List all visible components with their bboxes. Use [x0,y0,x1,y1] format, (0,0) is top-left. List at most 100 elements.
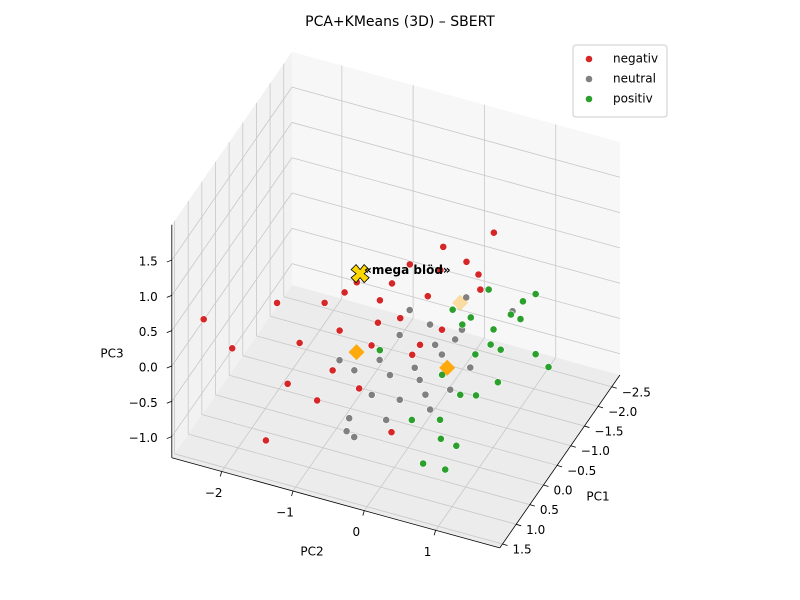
legend: negativ neutral positiv [572,44,668,118]
axis-edges [171,224,621,549]
centroid [452,294,469,311]
data-point [421,390,430,399]
x-tick-label: −2.0 [608,405,637,419]
data-point [446,385,455,394]
chart-title: PCA+KMeans (3D) – SBERT [305,14,495,30]
data-point [367,341,376,350]
x-tick-label: −2.5 [622,385,651,399]
data-point [506,310,515,319]
data-marks: «mega blöd» [199,228,553,474]
y-axis-label: PC2 [300,545,323,559]
grid-line [171,86,293,261]
data-point [531,290,540,298]
legend-label: neutral [613,72,656,86]
tick-mark [219,471,223,477]
grid-line [171,157,293,331]
data-point [423,292,432,301]
data-point [405,306,414,314]
grid-line [291,122,621,213]
tick-mark [570,445,576,448]
grid-line [291,157,621,249]
centroid [348,344,365,361]
grid-line [174,453,503,545]
data-point [283,379,292,388]
highlight-marker [350,264,370,284]
data-point [415,376,424,384]
data-point [335,326,344,335]
data-point [335,356,344,365]
data-point [375,356,384,364]
x-tick-label: 1.5 [513,542,532,556]
data-point [396,314,405,323]
data-point [544,363,553,371]
data-point [416,340,424,349]
data-point [426,405,435,414]
data-point [476,285,485,294]
grid-line [292,317,414,492]
tick-mark [362,510,365,516]
data-point [489,228,498,237]
data-point [328,366,337,375]
tick-mark [166,330,172,334]
floor-pane [171,284,620,548]
data-point [431,340,440,349]
grid-line [363,337,485,511]
z-tick-label: −1.0 [129,431,158,445]
data-point [458,320,467,329]
data-point [438,370,447,379]
data-point [436,415,444,424]
data-point [462,257,471,266]
data-point [367,390,376,399]
x-tick-label: −1.0 [581,444,610,458]
y-tick-label: 0 [352,525,360,539]
grid-line [171,192,293,367]
grid-line [291,192,621,284]
data-point [436,266,445,274]
tick-mark [433,530,437,536]
data-point [407,416,416,424]
grid-line [291,227,621,319]
data-point [386,371,394,379]
data-point [471,350,480,359]
data-point [466,363,475,372]
data-point [199,315,208,324]
x-axis-label: PC1 [586,490,609,504]
grid-line [435,357,557,531]
grid [171,63,621,545]
tick-mark [584,425,590,428]
data-point [489,325,498,334]
data-point [438,350,446,359]
data-point [519,297,527,306]
grid-line [242,355,571,447]
data-point [448,305,457,314]
data-point [493,378,502,387]
data-point [382,416,391,424]
axis-line [499,374,621,549]
grid-line [291,86,621,178]
axis-line [171,457,500,549]
data-point [466,313,475,322]
data-point [345,414,354,423]
data-point [395,331,404,339]
data-point [456,390,465,399]
grid-line [215,394,544,486]
legend-marker [585,55,593,63]
grid-line [229,374,558,466]
legend-marker [585,95,593,103]
tick-mark [166,436,172,439]
legend-label: positiv [613,92,653,106]
data-point [376,296,384,305]
tick-mark [529,504,535,507]
y-tick-label: −2 [205,486,223,500]
x-tick-label: 1.0 [526,523,545,537]
data-point [405,260,414,269]
z-tick-label: 0.5 [139,325,158,339]
legend-marker [585,75,593,83]
data-point [410,363,419,372]
data-point [484,285,493,294]
data-point [295,339,304,347]
highlight-label: «mega blöd» [364,263,451,277]
data-point [262,436,270,445]
data-point [375,346,384,355]
data-point [374,318,382,327]
